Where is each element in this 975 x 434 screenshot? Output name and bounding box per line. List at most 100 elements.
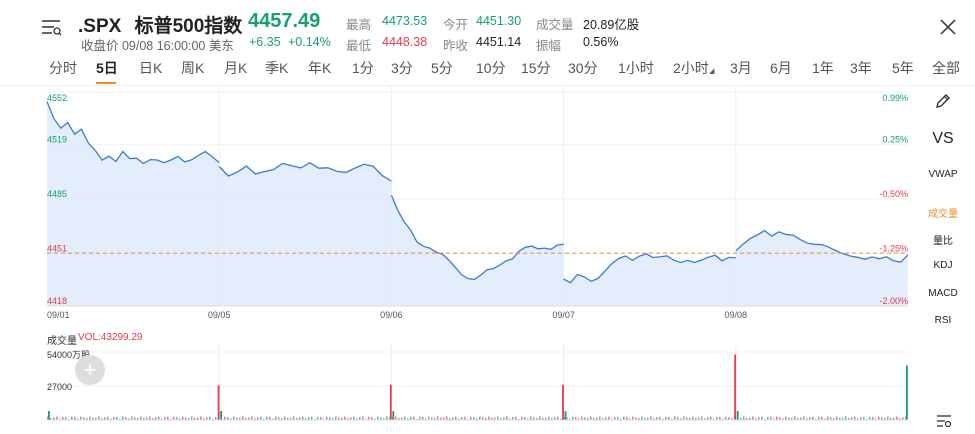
tab-19[interactable]: 5年	[892, 58, 914, 78]
vol-bar	[479, 417, 481, 420]
high-label: 最高	[346, 14, 371, 33]
vol-bar	[377, 417, 379, 420]
vol-bar	[455, 417, 457, 420]
tab-17[interactable]: 1年	[812, 58, 834, 78]
y-right-tick-4: -2.00%	[879, 296, 908, 306]
y-left-tick-3: 4451	[47, 243, 67, 253]
tab-16[interactable]: 6月	[770, 58, 792, 78]
vol-bar	[233, 417, 235, 420]
x-tick-1: 09/05	[208, 310, 231, 320]
tab-2[interactable]: 日K	[139, 58, 162, 78]
close-icon[interactable]	[939, 18, 957, 36]
prev-close-value: 4451.14	[476, 35, 521, 49]
vol-bar	[353, 417, 355, 420]
vol-bar	[827, 417, 829, 420]
vol-bar	[497, 417, 499, 420]
tab-3[interactable]: 周K	[181, 58, 204, 78]
menu-icon[interactable]	[40, 17, 62, 37]
vol-bar	[242, 417, 244, 420]
tab-5[interactable]: 季K	[265, 58, 288, 78]
vol-bar	[896, 417, 898, 420]
volume-indicator-button[interactable]: 成交量	[921, 205, 965, 220]
vol-spike-3	[734, 355, 736, 420]
y-right-tick-1: 0.25%	[882, 135, 908, 145]
y-right-tick-3: -1.25%	[879, 243, 908, 253]
vol-spike-1	[390, 385, 392, 420]
volume-panel-value: VOL:43299.29	[78, 332, 143, 343]
tab-14[interactable]: 2小时	[673, 58, 709, 78]
price-chart[interactable]: 4552 4519 4485 4451 4418 0.99% 0.25% -0.50% -1.2…	[0, 86, 915, 324]
volume-value: 20.89亿股	[583, 14, 639, 33]
tab-9[interactable]: 5分	[431, 58, 453, 78]
vol-bar	[752, 417, 754, 420]
tab-6[interactable]: 年K	[308, 58, 331, 78]
y-left-tick-4: 4418	[47, 296, 67, 306]
vol-bar	[581, 417, 583, 420]
vol-spike-4	[906, 365, 908, 420]
volume-ratio-button[interactable]: 量比	[921, 232, 965, 247]
vol-bar	[437, 417, 439, 420]
vol-bar	[386, 417, 388, 420]
vol-bar	[335, 417, 337, 420]
tab-4[interactable]: 月K	[224, 58, 247, 78]
vol-bar	[293, 417, 295, 420]
volume-chart[interactable]: 54000万股 27000	[0, 344, 915, 434]
x-tick-3: 09/07	[552, 310, 575, 320]
x-tick-2: 09/06	[380, 310, 403, 320]
vol-bar	[428, 417, 430, 420]
tab-13[interactable]: 1小时	[618, 58, 654, 78]
tab-11[interactable]: 15分	[521, 58, 551, 78]
tab-18[interactable]: 3年	[850, 58, 872, 78]
vol-bar	[887, 417, 889, 420]
vol-bar	[140, 417, 142, 420]
vol-bar	[275, 417, 277, 420]
vol-bar	[854, 417, 856, 420]
tab-15[interactable]: 3月	[730, 58, 752, 78]
dropdown-icon[interactable]: ◢	[709, 67, 714, 75]
vol-bar	[302, 417, 304, 420]
vol-bar	[251, 417, 253, 420]
vol-bar	[785, 417, 787, 420]
pencil-icon[interactable]	[935, 93, 951, 109]
vol-bar	[683, 417, 685, 420]
vol-bar	[845, 417, 847, 420]
amplitude-value: 0.56%	[583, 35, 618, 49]
vol-bar	[659, 417, 661, 420]
tab-8[interactable]: 3分	[391, 58, 413, 78]
vol-open-bar-2	[392, 411, 394, 420]
vol-bar	[56, 417, 58, 420]
vol-bar	[488, 417, 490, 420]
y-right-tick-2: -0.50%	[879, 189, 908, 199]
tab-20[interactable]: 全部	[932, 58, 960, 78]
vol-bar	[530, 417, 532, 420]
tab-1[interactable]: 5日	[96, 58, 118, 78]
vol-bar	[404, 417, 406, 420]
last-price: 4457.49	[248, 10, 320, 33]
vol-bar	[650, 417, 652, 420]
rsi-button[interactable]: RSI	[921, 315, 965, 326]
low-label: 最低	[346, 35, 371, 54]
add-indicator-button[interactable]: +	[75, 355, 105, 385]
tab-7[interactable]: 1分	[352, 58, 374, 78]
prev-close-label: 昨收	[443, 35, 468, 54]
vol-bar	[878, 417, 880, 420]
vol-bar	[743, 417, 745, 420]
vol-open-bar-1	[220, 411, 222, 420]
vwap-button[interactable]: VWAP	[921, 169, 965, 180]
list-settings-icon[interactable]	[935, 413, 953, 429]
vol-bar	[344, 417, 346, 420]
vol-bar	[803, 417, 805, 420]
stock-symbol: .SPX	[78, 16, 121, 37]
tab-12[interactable]: 30分	[568, 58, 598, 78]
tab-10[interactable]: 10分	[476, 58, 506, 78]
kdj-button[interactable]: KDJ	[921, 260, 965, 271]
macd-button[interactable]: MACD	[921, 288, 965, 299]
vol-bar	[131, 417, 133, 420]
vol-bar	[608, 417, 610, 420]
tab-0[interactable]: 分时	[49, 58, 77, 78]
price-change-pct: +0.14%	[288, 35, 331, 49]
vs-button[interactable]: VS	[921, 130, 965, 148]
vol-bar	[158, 417, 160, 420]
vol-bar	[326, 417, 328, 420]
vol-spike-0	[218, 385, 220, 420]
